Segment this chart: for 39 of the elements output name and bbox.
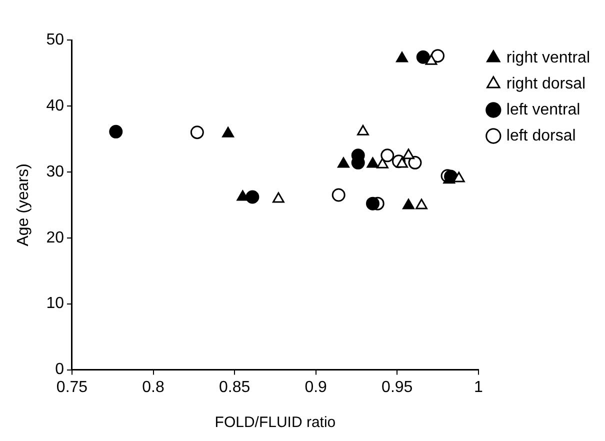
point: [416, 198, 428, 210]
legend-label: right ventral: [506, 49, 590, 66]
point: [190, 126, 204, 140]
point: [402, 148, 414, 160]
x-tick-label: 0.85: [218, 378, 250, 396]
x-tick-label: 0.75: [56, 378, 88, 396]
point: [109, 124, 123, 138]
point: [431, 49, 445, 63]
y-tick-label: 50: [46, 31, 64, 48]
x-tick-label: 0.95: [382, 378, 413, 396]
legend-label: right dorsal: [506, 75, 586, 92]
legend-label: left ventral: [506, 101, 580, 118]
point: [425, 54, 438, 65]
y-tick-label: 10: [46, 295, 64, 312]
legend-label: left dorsal: [506, 127, 576, 144]
point: [416, 50, 430, 64]
point: [408, 156, 422, 170]
x-tick-label: 0.9: [304, 378, 328, 396]
point: [366, 196, 380, 210]
y-tick-label: 40: [46, 97, 64, 114]
point: [272, 192, 284, 203]
point: [396, 52, 408, 62]
y-tick-label: 20: [46, 229, 64, 246]
point: [376, 158, 388, 168]
point: [222, 126, 234, 138]
point: [380, 148, 394, 162]
x-axis-title: FOLD/FLUID ratio: [214, 414, 336, 432]
y-axis-title: Age (years): [15, 164, 32, 246]
y-tick-label: 0: [55, 361, 64, 378]
x-tick-label: 0.8: [142, 378, 164, 396]
point: [357, 124, 369, 136]
x-tick-label: 1: [474, 378, 483, 396]
point: [338, 157, 350, 168]
point: [332, 188, 346, 202]
point: [396, 157, 408, 168]
point: [366, 157, 379, 168]
point: [402, 198, 414, 210]
y-tick-label: 30: [46, 163, 64, 180]
point: [246, 190, 260, 204]
